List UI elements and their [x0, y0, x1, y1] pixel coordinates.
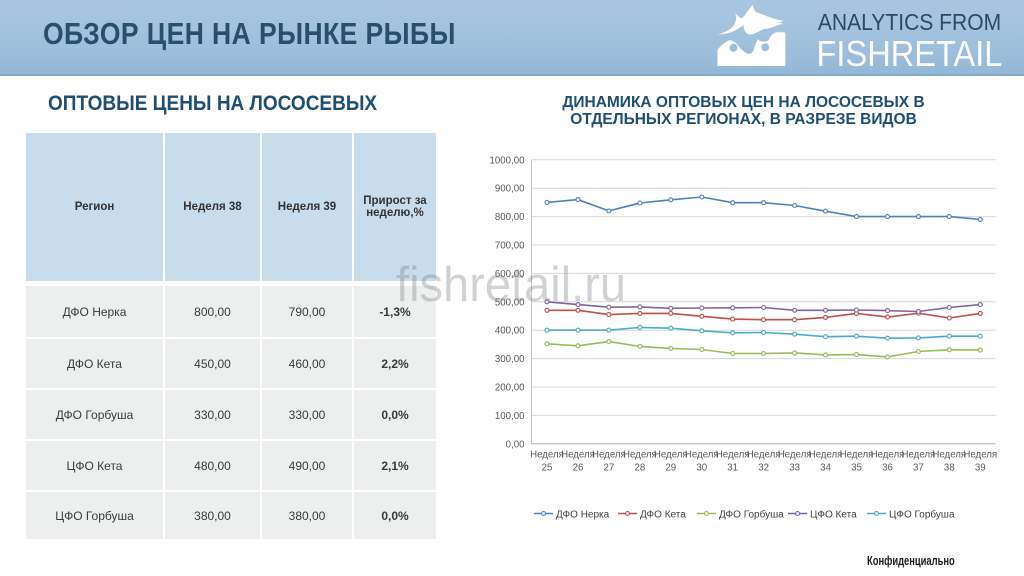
svg-text:600,00: 600,00 — [495, 269, 525, 280]
svg-text:Неделя: Неделя — [747, 450, 781, 461]
svg-text:35: 35 — [851, 463, 862, 474]
svg-text:Неделя: Неделя — [871, 450, 905, 461]
svg-text:32: 32 — [758, 463, 769, 474]
svg-text:300,00: 300,00 — [495, 354, 525, 365]
svg-text:30: 30 — [696, 463, 707, 474]
svg-text:400,00: 400,00 — [495, 326, 525, 337]
svg-text:700,00: 700,00 — [495, 241, 525, 252]
svg-text:500,00: 500,00 — [495, 297, 525, 308]
svg-text:ЦФО Горбуша: ЦФО Горбуша — [889, 509, 955, 521]
svg-text:1000,00: 1000,00 — [489, 155, 525, 166]
svg-text:900,00: 900,00 — [495, 184, 525, 195]
svg-text:Неделя: Неделя — [809, 450, 843, 461]
svg-text:29: 29 — [665, 463, 676, 474]
svg-text:36: 36 — [882, 463, 893, 474]
svg-text:ДФО Горбуша: ДФО Горбуша — [719, 509, 784, 521]
svg-text:ДФО Кета: ДФО Кета — [640, 510, 686, 521]
svg-text:ЦФО Кета: ЦФО Кета — [810, 510, 857, 521]
svg-text:33: 33 — [789, 463, 800, 474]
svg-text:28: 28 — [635, 463, 646, 474]
svg-text:0,00: 0,00 — [506, 439, 525, 450]
svg-text:ДФО Нерка: ДФО Нерка — [556, 510, 610, 521]
svg-text:Неделя: Неделя — [840, 450, 874, 461]
svg-text:Неделя: Неделя — [654, 450, 688, 461]
svg-text:200,00: 200,00 — [495, 383, 525, 394]
svg-text:Неделя: Неделя — [932, 450, 966, 461]
svg-text:25: 25 — [542, 463, 553, 474]
svg-text:Неделя: Неделя — [561, 450, 595, 461]
svg-text:27: 27 — [604, 463, 615, 474]
svg-text:38: 38 — [944, 463, 955, 474]
svg-text:800,00: 800,00 — [495, 212, 525, 223]
svg-text:100,00: 100,00 — [495, 411, 525, 422]
svg-text:39: 39 — [975, 463, 986, 474]
svg-text:Неделя: Неделя — [778, 450, 812, 461]
svg-text:26: 26 — [573, 463, 584, 474]
svg-text:34: 34 — [820, 463, 831, 474]
svg-text:Неделя: Неделя — [902, 450, 936, 461]
svg-text:31: 31 — [727, 463, 738, 474]
svg-text:Неделя: Неделя — [592, 450, 626, 461]
svg-text:37: 37 — [913, 463, 924, 474]
svg-text:Неделя: Неделя — [963, 450, 997, 461]
svg-text:Неделя: Неделя — [685, 450, 719, 461]
svg-text:Неделя: Неделя — [530, 450, 564, 461]
svg-text:Неделя: Неделя — [623, 450, 657, 461]
svg-text:Неделя: Неделя — [716, 450, 750, 461]
